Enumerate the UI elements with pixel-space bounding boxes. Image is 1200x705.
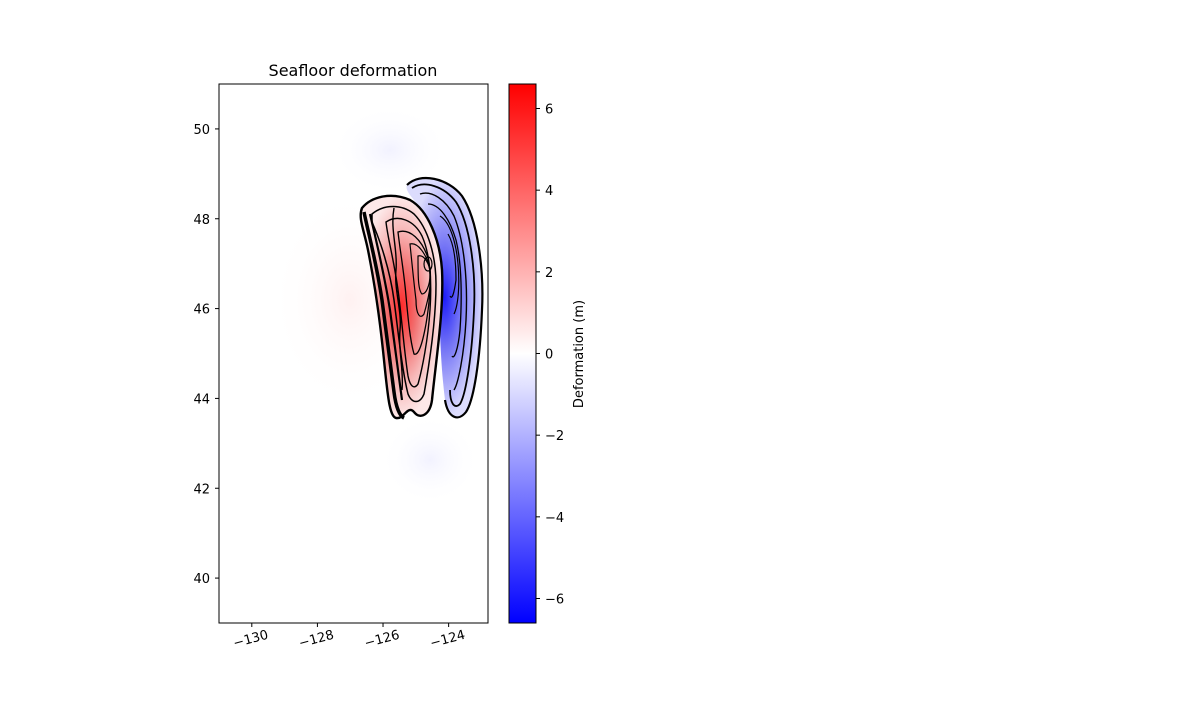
colorbar-tick-label: 2 xyxy=(545,266,553,281)
faint-negative-lobe-north xyxy=(330,105,450,195)
faint-negative-lobe-south xyxy=(380,415,480,505)
y-tick-label: 50 xyxy=(193,123,210,138)
colorbar-tick-label: 0 xyxy=(545,348,553,363)
subsidence-region xyxy=(406,178,483,418)
y-tick-label: 44 xyxy=(193,392,210,407)
deformation-field xyxy=(270,105,484,505)
x-tick-label: −126 xyxy=(363,628,401,652)
plot-frame xyxy=(218,83,489,624)
colorbar xyxy=(508,83,537,624)
subsidence-contours xyxy=(406,176,484,419)
x-axis: −130 −128 −126 −124 xyxy=(232,623,467,651)
y-tick-label: 48 xyxy=(193,213,210,228)
x-tick-label: −130 xyxy=(232,628,270,652)
x-tick-label: −124 xyxy=(429,628,467,652)
y-tick-label: 42 xyxy=(193,482,210,497)
uplift-contours xyxy=(359,194,444,420)
colorbar-tick-label: −4 xyxy=(545,511,564,526)
colorbar-label: Deformation (m) xyxy=(572,300,587,408)
colorbar-axis: −6 −4 −2 0 2 4 6 xyxy=(536,103,564,608)
colorbar-tick-label: −2 xyxy=(545,429,564,444)
colorbar-tick-label: −6 xyxy=(545,593,564,608)
colorbar-tick-label: 4 xyxy=(545,184,553,199)
chart-title: Seafloor deformation xyxy=(269,61,438,80)
y-axis: 40 42 44 46 48 50 xyxy=(193,123,219,587)
y-tick-label: 46 xyxy=(193,303,210,318)
y-tick-label: 40 xyxy=(193,572,210,587)
colorbar-tick-label: 6 xyxy=(545,103,553,118)
x-tick-label: −128 xyxy=(297,628,335,652)
